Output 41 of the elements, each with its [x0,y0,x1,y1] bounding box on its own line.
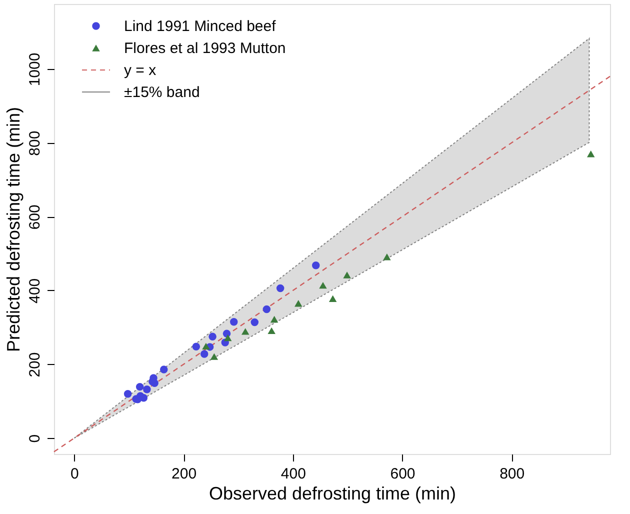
point [270,316,278,323]
legend-label: Lind 1991 Minced beef [124,18,277,35]
legend-label: y = x [124,62,157,79]
point [192,342,200,350]
annotation: ±15% band [124,84,200,101]
y-tick-label: 400 [26,278,44,304]
point [343,272,351,278]
point [208,332,216,340]
y-axis-title: Predicted defrosting time (min) [4,106,24,352]
point [294,300,302,307]
point [586,150,595,158]
legend-label: Flores et al 1993 Mutton [124,40,286,57]
x-tick-label: 400 [280,466,306,482]
point [328,295,337,302]
point [224,334,232,342]
point [312,261,320,270]
point [124,390,132,398]
point [200,350,208,358]
point [241,328,250,335]
point [210,353,218,360]
point [276,284,284,292]
point [136,382,144,391]
point [143,386,151,394]
point [262,305,271,314]
point [250,318,259,326]
point [230,318,238,326]
point [383,254,391,260]
y-tick-label: 0 [26,434,44,443]
point [202,342,210,350]
y-tick-label: 600 [26,204,44,230]
y-tick-label: 800 [26,130,44,156]
point [160,366,168,374]
x-axis-title: Observed defrosting time (min) [208,484,456,504]
point [268,327,276,334]
point [319,282,327,289]
x-tick-label: 800 [500,466,525,482]
x-tick-label: 200 [172,466,197,482]
x-tick-label: 0 [70,466,79,482]
y-tick-label: 1000 [26,52,44,86]
x-tick-label: 600 [390,466,416,482]
y-tick-label: 200 [26,352,44,378]
